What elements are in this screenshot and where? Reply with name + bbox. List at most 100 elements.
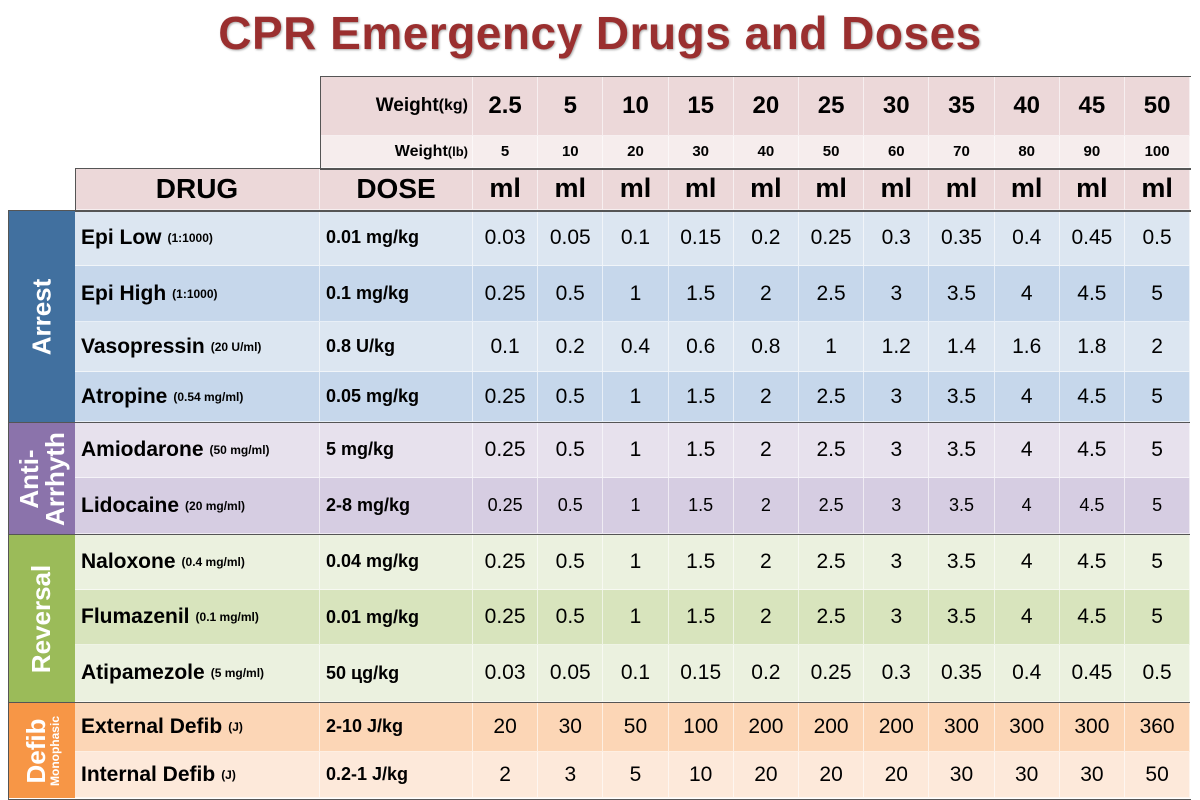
volume-cell: 0.5 bbox=[1125, 210, 1191, 266]
dose-cell: 2-8 mg/kg bbox=[320, 478, 473, 534]
volume-cell: 0.5 bbox=[538, 590, 604, 645]
unit-ml-header: ml bbox=[864, 168, 930, 210]
volume-cell: 50 bbox=[1125, 752, 1191, 798]
volume-cell: 1 bbox=[603, 422, 669, 478]
weight-kg-50: 50 bbox=[1125, 76, 1191, 136]
weight-kg-45: 45 bbox=[1059, 76, 1125, 136]
volume-cell: 3.5 bbox=[929, 266, 995, 322]
drug-name: Epi Low bbox=[81, 225, 162, 249]
volume-cell: 0.05 bbox=[538, 210, 604, 266]
dose-cell: 0.8 U/kg bbox=[320, 322, 473, 372]
weight-kg-40: 40 bbox=[994, 76, 1060, 136]
weight-lb-10: 10 bbox=[538, 136, 604, 168]
volume-cell: 5 bbox=[1125, 590, 1191, 645]
volume-cell: 1.5 bbox=[668, 534, 734, 590]
volume-cell: 0.4 bbox=[603, 322, 669, 372]
volume-cell: 4 bbox=[994, 372, 1060, 422]
volume-cell: 2.5 bbox=[799, 590, 865, 645]
weight-lb-80: 80 bbox=[994, 136, 1060, 168]
volume-cell: 3 bbox=[864, 590, 930, 645]
volume-cell: 200 bbox=[799, 702, 865, 752]
volume-cell: 4 bbox=[994, 590, 1060, 645]
volume-cell: 1.8 bbox=[1059, 322, 1125, 372]
weight-lb-5: 5 bbox=[473, 136, 539, 168]
volume-cell: 2 bbox=[473, 752, 539, 798]
volume-cell: 4 bbox=[994, 478, 1060, 534]
volume-cell: 5 bbox=[1125, 266, 1191, 322]
volume-cell: 100 bbox=[668, 702, 734, 752]
weight-kg-5: 5 bbox=[538, 76, 604, 136]
drug-name-cell: Internal Defib (J) bbox=[75, 752, 320, 798]
volume-cell: 2.5 bbox=[799, 266, 865, 322]
volume-cell: 20 bbox=[799, 752, 865, 798]
unit-ml-header: ml bbox=[603, 168, 669, 210]
weight-kg-10: 10 bbox=[603, 76, 669, 136]
volume-cell: 1.5 bbox=[668, 422, 734, 478]
volume-cell: 0.15 bbox=[668, 210, 734, 266]
weight-kg-text: Weight bbox=[375, 94, 439, 116]
drug-name-cell: Atropine (0.54 mg/ml) bbox=[75, 372, 320, 422]
volume-cell: 0.25 bbox=[473, 478, 539, 534]
volume-cell: 200 bbox=[864, 702, 930, 752]
dose-cell: 0.1 mg/kg bbox=[320, 266, 473, 322]
volume-cell: 0.25 bbox=[473, 422, 539, 478]
drug-column-header: DRUG bbox=[75, 168, 320, 210]
volume-cell: 0.4 bbox=[994, 210, 1060, 266]
volume-cell: 0.4 bbox=[994, 645, 1060, 702]
drug-name: Atropine bbox=[81, 384, 168, 408]
volume-cell: 2.5 bbox=[799, 422, 865, 478]
volume-cell: 4.5 bbox=[1059, 534, 1125, 590]
drug-name-cell: Atipamezole (5 mg/ml) bbox=[75, 645, 320, 702]
volume-cell: 30 bbox=[929, 752, 995, 798]
drug-name: Flumazenil bbox=[81, 605, 190, 628]
volume-cell: 0.5 bbox=[538, 422, 604, 478]
weight-lb-50: 50 bbox=[799, 136, 865, 168]
volume-cell: 3 bbox=[864, 534, 930, 590]
group-label-line: Anti- bbox=[13, 448, 44, 509]
volume-cell: 2 bbox=[733, 372, 799, 422]
group-label-line: Reversal bbox=[26, 564, 57, 673]
volume-cell: 1.5 bbox=[668, 478, 734, 534]
volume-cell: 1 bbox=[603, 590, 669, 645]
volume-cell: 5 bbox=[1125, 534, 1191, 590]
volume-cell: 2.5 bbox=[799, 534, 865, 590]
group-label-arrest: Arrest bbox=[8, 210, 75, 422]
unit-ml-header: ml bbox=[473, 168, 539, 210]
dose-cell: 50 цg/kg bbox=[320, 645, 473, 702]
volume-cell: 1 bbox=[603, 534, 669, 590]
weight-lb-20: 20 bbox=[603, 136, 669, 168]
drug-concentration: (0.4 mg/ml) bbox=[181, 554, 245, 569]
volume-cell: 2 bbox=[733, 266, 799, 322]
drug-concentration: (1:1000) bbox=[172, 286, 218, 301]
volume-cell: 0.35 bbox=[929, 645, 995, 702]
volume-cell: 10 bbox=[668, 752, 734, 798]
volume-cell: 2 bbox=[733, 534, 799, 590]
drug-name-cell: Lidocaine (20 mg/ml) bbox=[75, 478, 320, 534]
group-label-text: Anti- Arrhyth bbox=[13, 432, 70, 526]
volume-cell: 3 bbox=[864, 478, 930, 534]
drug-name-cell: Naloxone (0.4 mg/ml) bbox=[75, 534, 320, 590]
group-label-defib: Defib Monophasic bbox=[8, 702, 75, 798]
weight-lb-70: 70 bbox=[929, 136, 995, 168]
drug-name-cell: Flumazenil (0.1 mg/ml) bbox=[75, 590, 320, 645]
weight-lb-30: 30 bbox=[668, 136, 734, 168]
drug-concentration: (20 U/ml) bbox=[210, 339, 262, 354]
drug-concentration: (0.1 mg/ml) bbox=[195, 610, 259, 624]
volume-cell: 1.5 bbox=[668, 266, 734, 322]
volume-cell: 0.05 bbox=[538, 645, 604, 702]
volume-cell: 3 bbox=[864, 266, 930, 322]
volume-cell: 0.25 bbox=[473, 372, 539, 422]
weight-lb-60: 60 bbox=[864, 136, 930, 168]
drug-name: Amiodarone bbox=[81, 437, 204, 461]
dose-cell: 0.01 mg/kg bbox=[320, 210, 473, 266]
volume-cell: 5 bbox=[1125, 372, 1191, 422]
volume-cell: 0.1 bbox=[603, 210, 669, 266]
drug-name: Epi High bbox=[81, 281, 167, 305]
drug-name: Vasopressin bbox=[81, 334, 205, 358]
volume-cell: 20 bbox=[473, 702, 539, 752]
drug-name-cell: Amiodarone (50 mg/ml) bbox=[75, 422, 320, 478]
drug-name-cell: Epi High (1:1000) bbox=[75, 266, 320, 322]
volume-cell: 1 bbox=[603, 372, 669, 422]
volume-cell: 0.3 bbox=[864, 210, 930, 266]
